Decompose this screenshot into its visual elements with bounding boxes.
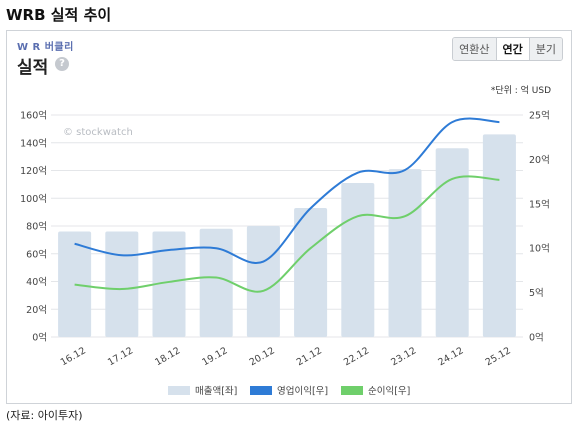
revenue-bar[interactable] [341, 182, 375, 337]
right-tick-label: 10억 [529, 243, 550, 255]
tab-quarterly[interactable]: 분기 [528, 38, 562, 60]
left-tick-label: 100억 [20, 193, 47, 205]
x-tick-label: 17.12 [106, 345, 135, 368]
revenue-bar[interactable] [246, 226, 280, 337]
net-profit-line[interactable] [74, 175, 500, 293]
revenue-bar[interactable] [105, 231, 139, 337]
revenue-bar[interactable] [58, 231, 92, 337]
left-tick-label: 120억 [20, 165, 47, 177]
revenue-bar[interactable] [152, 231, 186, 337]
page-title: WRB 실적 추이 [6, 6, 112, 24]
left-tick-label: 40억 [26, 276, 47, 288]
right-axis: 0억 5억 10억 15억 20억 25억 [529, 110, 550, 344]
chart-card: W R 버클리 실적 ? 연환산 연간 분기 *단위 : 억 USD © sto… [6, 30, 572, 404]
left-tick-label: 160억 [20, 110, 47, 122]
legend: 매출액[좌] 영업이익[우] 순이익[우] [168, 385, 410, 397]
section-title: 실적 [17, 58, 49, 78]
legend-operating-profit-swatch [250, 386, 272, 395]
company-brand: W R 버클리 [17, 42, 74, 53]
x-axis: 16.12 17.12 18.12 19.12 20.12 21.12 22.12 23.12… [59, 345, 513, 368]
tab-annualized[interactable]: 연환산 [453, 38, 496, 60]
x-tick-label: 16.12 [59, 345, 88, 368]
legend-revenue-swatch [168, 386, 190, 395]
left-tick-label: 20억 [26, 304, 47, 316]
x-tick-label: 20.12 [248, 345, 277, 368]
profit-lines [74, 117, 500, 293]
source-note: (자료: 아이투자) [6, 409, 83, 422]
revenue-bar[interactable] [199, 228, 233, 337]
x-tick-label: 22.12 [342, 345, 371, 368]
revenue-bars [58, 134, 516, 337]
x-tick-label: 24.12 [436, 345, 465, 368]
performance-chart: © stockwatch 0억 20억 40억 60억 80억 100억 120억 140억 1… [20, 110, 550, 398]
tab-annual[interactable]: 연간 [495, 38, 529, 60]
revenue-bar[interactable] [435, 148, 469, 337]
x-tick-label: 18.12 [153, 345, 182, 368]
left-tick-label: 140억 [20, 137, 47, 149]
period-toggle: 연환산 연간 분기 [452, 37, 563, 61]
x-tick-label: 19.12 [200, 345, 229, 368]
left-tick-label: 0억 [32, 332, 47, 344]
x-tick-label: 23.12 [389, 345, 418, 368]
legend-net-profit-label[interactable]: 순이익[우] [368, 385, 410, 397]
right-tick-label: 20억 [529, 154, 550, 166]
left-axis: 0억 20억 40억 60억 80억 100억 120억 140억 160억 [20, 110, 47, 344]
x-tick-label: 25.12 [484, 345, 513, 368]
right-tick-label: 25억 [529, 110, 550, 122]
operating-profit-line[interactable] [74, 117, 500, 264]
revenue-bar[interactable] [388, 169, 422, 337]
revenue-bar[interactable] [294, 207, 328, 337]
x-tick-label: 21.12 [295, 345, 324, 368]
legend-revenue-label[interactable]: 매출액[좌] [195, 385, 237, 397]
watermark: © stockwatch [63, 127, 133, 138]
question-icon[interactable]: ? [55, 57, 69, 71]
left-tick-label: 60억 [26, 248, 47, 260]
legend-net-profit-swatch [341, 386, 363, 395]
right-tick-label: 5억 [529, 287, 544, 299]
right-tick-label: 0억 [529, 332, 544, 344]
right-tick-label: 15억 [529, 198, 550, 210]
revenue-bar[interactable] [482, 134, 516, 337]
legend-operating-profit-label[interactable]: 영업이익[우] [277, 385, 328, 397]
left-tick-label: 80억 [26, 221, 47, 233]
unit-note: *단위 : 억 USD [490, 86, 551, 96]
